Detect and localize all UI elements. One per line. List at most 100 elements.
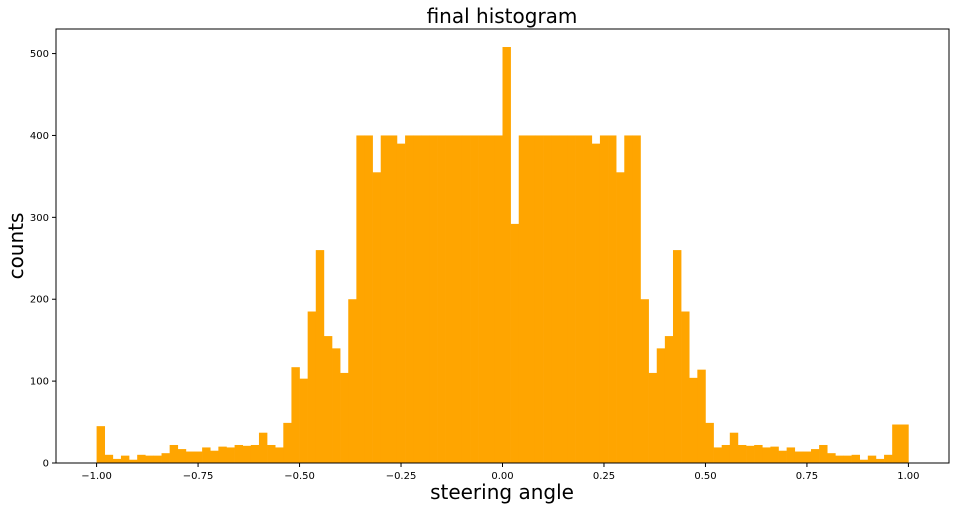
chart-title: final histogram [427, 4, 578, 28]
x-tick-label: 0.00 [491, 471, 513, 482]
histogram-bar [705, 422, 714, 463]
histogram-bar [470, 135, 479, 464]
histogram-bar [234, 444, 244, 463]
histogram-bar [518, 135, 528, 464]
y-tick-label: 400 [30, 131, 49, 142]
x-axis-ticks: −1.00 −0.75 −0.50 −0.25 0.00 0.25 0.50 0.75 1.00 [81, 463, 920, 482]
histogram-bar [478, 135, 487, 464]
histogram-bar [786, 447, 796, 463]
histogram-bar [794, 451, 804, 463]
histogram-bar [551, 135, 560, 464]
histogram-bar [746, 445, 755, 463]
histogram-bar [340, 372, 349, 463]
histogram-bar [510, 223, 520, 463]
histogram-bar [583, 135, 593, 464]
histogram-bar [697, 369, 706, 463]
histogram-bar [900, 424, 909, 463]
histogram-bar [275, 447, 284, 463]
histogram-bar [875, 458, 885, 463]
histogram-bar [242, 445, 252, 463]
histogram-bar [729, 432, 739, 463]
histogram-bar [656, 348, 666, 463]
histogram-bar [689, 377, 698, 463]
x-tick-label: 0.25 [593, 471, 615, 482]
histogram-bar [129, 459, 138, 463]
histogram-bar [364, 135, 373, 464]
histogram-bar [210, 450, 219, 463]
histogram-bar [332, 348, 341, 463]
histogram-bar [307, 311, 317, 463]
bars-group [96, 47, 909, 464]
histogram-bar [145, 455, 154, 463]
y-tick-label: 200 [30, 295, 49, 306]
histogram-bar [624, 135, 633, 464]
histogram-bar [599, 135, 609, 464]
histogram-bar [664, 336, 674, 463]
histogram-bar [575, 135, 584, 464]
x-axis-label: steering angle [430, 480, 574, 504]
histogram-bar [851, 454, 860, 463]
histogram-bar [502, 47, 511, 463]
y-tick-label: 0 [43, 459, 49, 470]
histogram-bar [526, 135, 536, 464]
plot-frame [55, 28, 950, 464]
histogram-bar [388, 135, 398, 464]
histogram-bar [267, 444, 276, 463]
histogram-bar [429, 135, 438, 464]
histogram-bar [770, 446, 779, 463]
histogram-bar [778, 450, 787, 463]
histogram-bar [884, 454, 893, 463]
histogram-bar [380, 135, 390, 464]
histogram-bar [161, 453, 170, 463]
histogram-bar [802, 451, 812, 463]
histogram-bar [437, 135, 446, 464]
histogram-bar [323, 336, 333, 463]
histogram-bar [421, 135, 430, 464]
histogram-bar [226, 447, 235, 463]
histogram-bar [819, 444, 828, 463]
histogram-bar [315, 250, 325, 463]
histogram-bar [185, 451, 195, 463]
histogram-bar [648, 372, 658, 463]
histogram-bar [96, 426, 106, 463]
histogram-bar [120, 455, 130, 463]
histogram-bar [632, 135, 641, 464]
y-tick-label: 500 [30, 49, 49, 60]
histogram-bar [194, 451, 203, 463]
histogram-bar [177, 449, 187, 463]
histogram-bar [250, 444, 260, 463]
histogram-bar [202, 447, 211, 463]
histogram-bar [258, 432, 268, 463]
histogram-bar [445, 135, 455, 464]
histogram-bar [892, 424, 901, 463]
histogram-bar [559, 135, 568, 464]
histogram-bar [104, 454, 114, 463]
histogram-bar [591, 143, 601, 463]
histogram-bar [859, 459, 869, 463]
histogram-bar [372, 172, 382, 463]
histogram-bar [737, 444, 747, 463]
histogram-bar [112, 458, 122, 463]
histogram-bar [543, 135, 552, 464]
y-axis-ticks: 0 100 200 300 400 500 [30, 49, 56, 470]
histogram-bar [567, 135, 576, 464]
histogram-bar [137, 454, 146, 463]
x-tick-label: −1.00 [81, 471, 112, 482]
histogram-bar [291, 367, 300, 463]
x-tick-label: 0.50 [694, 471, 716, 482]
histogram-bar [356, 135, 365, 464]
histogram-bar [762, 447, 771, 463]
histogram-bar [827, 453, 836, 463]
histogram-bar [672, 250, 682, 463]
histogram-bar [754, 444, 763, 463]
histogram-bar [299, 378, 308, 463]
histogram-bar [534, 135, 544, 464]
y-axis-label: counts [4, 213, 28, 280]
histogram-bar [396, 143, 406, 463]
histogram-bar [640, 299, 649, 463]
x-tick-label: 1.00 [897, 471, 919, 482]
histogram-bar [461, 135, 471, 464]
histogram-bar [867, 455, 877, 463]
x-tick-label: −0.75 [183, 471, 214, 482]
histogram-bar [616, 172, 625, 463]
